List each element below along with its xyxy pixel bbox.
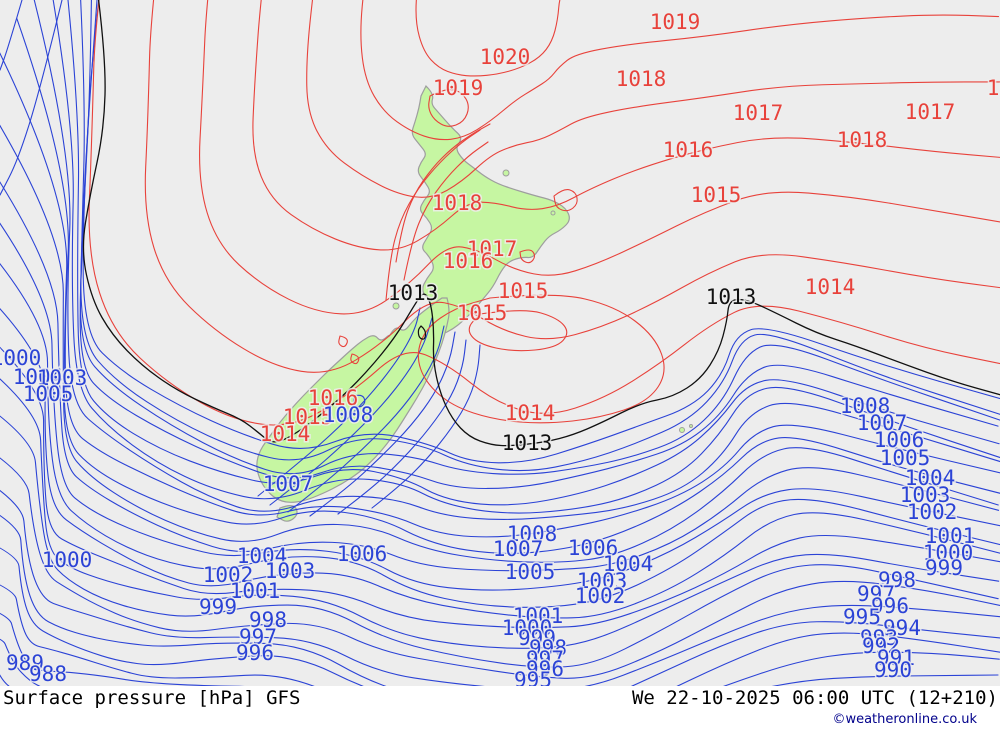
contour-label: 1003 bbox=[900, 483, 951, 507]
isobars-below-1013 bbox=[0, 0, 1000, 686]
contour-label: 1015 bbox=[691, 183, 742, 207]
contour-label: 997 bbox=[239, 625, 277, 649]
contour-label: 999 bbox=[518, 626, 556, 650]
contour-label: 1003 bbox=[577, 569, 628, 593]
small-island bbox=[679, 427, 685, 433]
contour-label: 1002 bbox=[575, 584, 626, 608]
small-island bbox=[392, 302, 400, 310]
contour-label: 1006 bbox=[874, 428, 925, 452]
contour-label: 1003 bbox=[37, 366, 88, 390]
contour-label: 1015 bbox=[498, 279, 549, 303]
contour-label: 993 bbox=[860, 626, 898, 650]
contour-label: 996 bbox=[236, 641, 274, 665]
contour-label: 998 bbox=[529, 636, 567, 660]
contour-label: 997 bbox=[857, 582, 895, 606]
contour-label: 1020 bbox=[480, 45, 531, 69]
contour-label: 995 bbox=[514, 668, 552, 686]
contour-label: 1017 bbox=[905, 100, 956, 124]
contour-label: 1018 bbox=[616, 67, 667, 91]
contour-label: 1000 bbox=[42, 548, 93, 572]
isobar-1013 bbox=[82, 0, 1000, 447]
map-title: Surface pressure [hPa] GFS bbox=[3, 687, 301, 709]
contour-label: 1014 bbox=[260, 422, 311, 446]
pressure-map-svg: 1019102010191018101710171017101810161015… bbox=[0, 0, 1000, 686]
contour-label: 1015 bbox=[457, 301, 508, 325]
contour-label: 1017 bbox=[467, 237, 518, 261]
contour-label: 1000 bbox=[502, 616, 553, 640]
contour-label: 1013 bbox=[388, 281, 439, 305]
contour-label: 1019 bbox=[433, 76, 484, 100]
small-island bbox=[689, 424, 693, 428]
contour-label: 1000 bbox=[923, 541, 974, 565]
contour-label: 1001 bbox=[925, 524, 976, 548]
contour-label: 994 bbox=[883, 616, 921, 640]
contour-label: 992 bbox=[862, 634, 900, 658]
contour-label: 998 bbox=[249, 608, 287, 632]
isobars-above-1013 bbox=[88, 0, 1000, 426]
contour-label: 1005 bbox=[880, 446, 931, 470]
contour-label: 1004 bbox=[603, 552, 654, 576]
sea-background bbox=[0, 0, 1000, 686]
contour-label: 997 bbox=[526, 647, 564, 671]
contour-label: 1002 bbox=[907, 500, 958, 524]
contour-label: 1002 bbox=[203, 563, 254, 587]
contour-label: 1007 bbox=[857, 411, 908, 435]
contour-labels: 1019102010191018101710171017101810161015… bbox=[0, 9, 1000, 687]
small-island bbox=[550, 210, 556, 216]
contour-label: 1005 bbox=[23, 382, 74, 406]
contour-label: 1016 bbox=[443, 249, 494, 273]
contour-label: 1019 bbox=[650, 10, 701, 34]
contour-label: 1001 bbox=[230, 579, 281, 603]
contour-label: 998 bbox=[878, 568, 916, 592]
contour-label: 1013 bbox=[502, 431, 553, 455]
contour-label: 1004 bbox=[13, 365, 64, 389]
contour-label: 999 bbox=[925, 556, 963, 580]
small-island bbox=[502, 169, 510, 177]
contour-label: 1018 bbox=[432, 191, 483, 215]
contour-label: 1016 bbox=[308, 386, 359, 410]
contour-label: 1016 bbox=[663, 138, 714, 162]
contour-label: 990 bbox=[874, 658, 912, 682]
contour-label: 1014 bbox=[805, 275, 856, 299]
contour-label: 995 bbox=[843, 605, 881, 629]
contour-label: 999 bbox=[199, 595, 237, 619]
contour-label: 1000 bbox=[0, 346, 41, 370]
contour-label: 1006 bbox=[568, 536, 619, 560]
contour-label: 1017 bbox=[733, 101, 784, 125]
pressure-contour-map: 1019102010191018101710171017101810161015… bbox=[0, 0, 1000, 686]
copyright-link[interactable]: ©weatheronline.co.uk bbox=[832, 712, 977, 727]
contour-label: 1014 bbox=[505, 401, 556, 425]
valid-time: We 22-10-2025 06:00 UTC (12+210) bbox=[631, 687, 998, 709]
contour-label: 988 bbox=[29, 662, 67, 686]
contour-label: 1008 bbox=[323, 403, 374, 427]
contour-label: 1004 bbox=[905, 466, 956, 490]
contour-label: 1007 bbox=[493, 537, 544, 561]
contour-label: 1006 bbox=[337, 542, 388, 566]
contour-label: 1004 bbox=[237, 544, 288, 568]
footer-bar: Surface pressure [hPa] GFS We 22-10-2025… bbox=[0, 686, 1000, 733]
contour-label: 1017 bbox=[987, 76, 1000, 100]
contour-label: 1018 bbox=[837, 128, 888, 152]
contour-label: 1001 bbox=[513, 604, 564, 628]
contour-label: 991 bbox=[877, 646, 915, 670]
contour-label: 1015 bbox=[283, 405, 334, 429]
contour-label: 996 bbox=[871, 594, 909, 618]
contour-label: 1013 bbox=[706, 285, 757, 309]
contour-label: 1005 bbox=[505, 560, 556, 584]
contour-label: 1007 bbox=[263, 472, 314, 496]
contour-label: 1008 bbox=[840, 394, 891, 418]
contour-label: 1008 bbox=[507, 522, 558, 546]
contour-label: 989 bbox=[6, 651, 44, 675]
contour-label: 1003 bbox=[265, 559, 316, 583]
contour-label: 996 bbox=[526, 657, 564, 681]
